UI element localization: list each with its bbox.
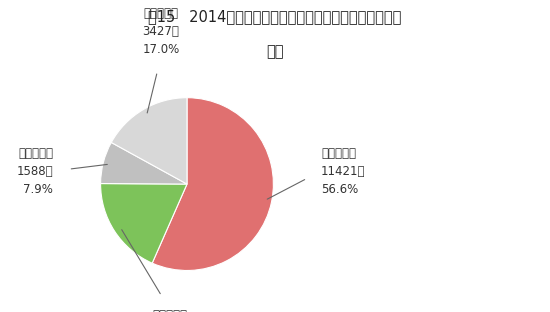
- Wedge shape: [152, 98, 273, 271]
- Text: 图15   2014年按收入来源分的全国居民人均可支配收入及: 图15 2014年按收入来源分的全国居民人均可支配收入及: [148, 9, 402, 24]
- Text: 经营净收入
3732元
18.5%: 经营净收入 3732元 18.5%: [151, 310, 188, 312]
- Wedge shape: [111, 98, 187, 184]
- Text: 工资性收入
11421元
56.6%: 工资性收入 11421元 56.6%: [321, 147, 365, 196]
- Wedge shape: [101, 143, 187, 184]
- Text: 财产净收入
1588元
7.9%: 财产净收入 1588元 7.9%: [16, 147, 53, 196]
- Wedge shape: [101, 183, 187, 263]
- Text: 转移净收入
3427元
17.0%: 转移净收入 3427元 17.0%: [142, 7, 180, 56]
- Text: 占比: 占比: [266, 44, 284, 59]
